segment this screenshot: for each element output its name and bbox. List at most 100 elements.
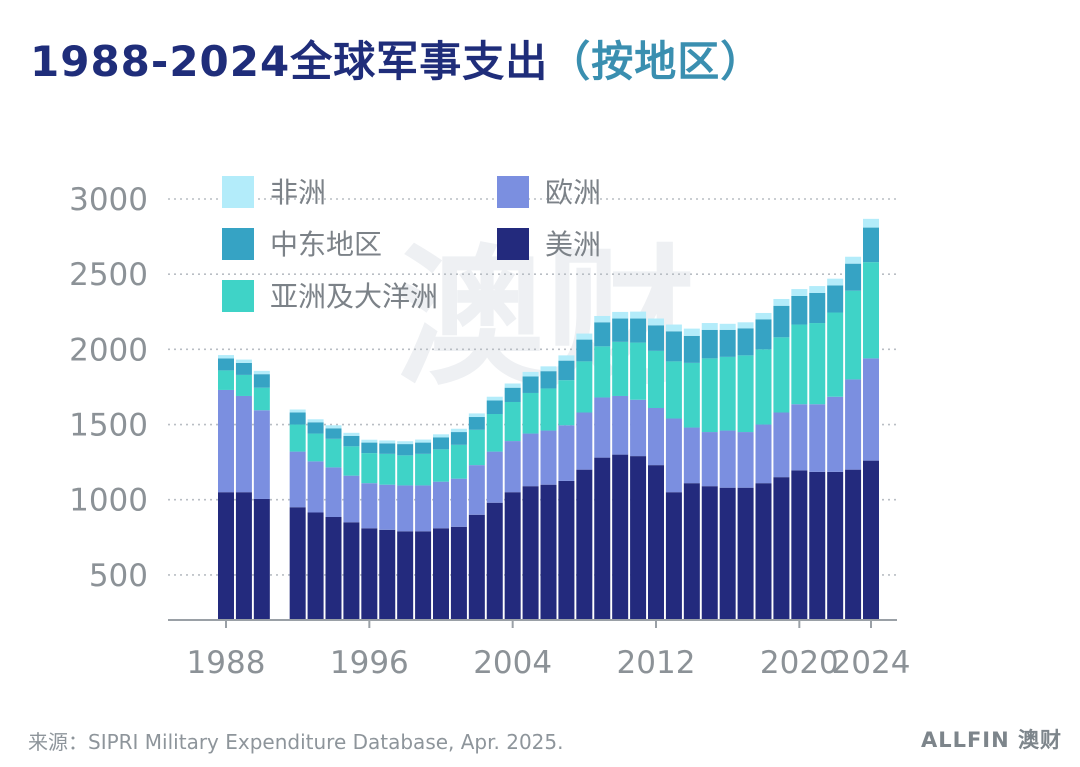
bar-segment (522, 376, 539, 393)
legend-label: 欧洲 (545, 176, 601, 209)
bar-segment (594, 457, 611, 620)
bar-segment (307, 461, 324, 513)
bar-segment (630, 318, 647, 343)
bar-segment (791, 404, 808, 471)
y-tick-label: 500 (89, 558, 148, 594)
bar-segment (773, 305, 790, 338)
bar-segment (415, 531, 432, 620)
bar-segment (235, 395, 252, 493)
bar-segment (665, 418, 682, 493)
bar-segment (343, 432, 360, 436)
bar-segment (719, 356, 736, 431)
bar-segment (343, 446, 360, 476)
bar-segment (486, 502, 503, 620)
bar-segment (737, 322, 754, 329)
bar-segment (737, 355, 754, 433)
bar-segment (558, 355, 575, 361)
bar-segment (576, 361, 593, 413)
bar-segment (719, 430, 736, 488)
bar-segment (701, 323, 718, 330)
bar-segment (863, 227, 879, 263)
bar-segment (719, 487, 736, 620)
bar-segment (594, 322, 611, 347)
bar-segment (450, 428, 467, 433)
bar-segment (325, 467, 342, 518)
bar-segment (827, 285, 844, 313)
x-tick-label: 1996 (330, 645, 409, 681)
bar-segment (504, 387, 521, 402)
bar-segment (397, 531, 414, 620)
bar-segment (540, 484, 557, 620)
x-tick-label: 2012 (617, 645, 696, 681)
bar-segment (648, 325, 664, 351)
legend-swatch (222, 228, 254, 260)
bar-segment (468, 413, 485, 418)
bar-segment (235, 492, 252, 620)
bar-segment (504, 492, 521, 620)
bar-segment (218, 355, 234, 359)
bar-segment (289, 507, 306, 620)
bar-segment (630, 311, 647, 319)
bar-segment (863, 262, 879, 359)
bar-segment (253, 387, 270, 411)
y-tick-label: 2000 (69, 332, 148, 368)
bar-segment (522, 392, 539, 434)
bar-segment (343, 475, 360, 523)
bar-segment (235, 359, 252, 363)
bar-segment (594, 346, 611, 398)
bar-segment (433, 434, 449, 438)
bar-segment (576, 339, 593, 362)
bar-segment (648, 407, 664, 466)
bar-segment (361, 528, 378, 620)
bar-segment (665, 324, 682, 332)
bar-segment (504, 401, 521, 442)
bar-segment (558, 425, 575, 481)
legend-swatch (222, 280, 254, 312)
bar-segment (343, 435, 360, 447)
bar-segment (863, 460, 879, 620)
bar-segment (540, 366, 557, 372)
bar-segment (683, 427, 700, 484)
bar-segment (665, 492, 682, 620)
brand-logo: ALLFIN 澳财 (920, 728, 1062, 752)
bar-segment (522, 433, 539, 487)
x-tick-label: 2004 (473, 645, 552, 681)
bar-segment (845, 469, 862, 620)
bar-segment (576, 469, 593, 620)
bar-segment (755, 424, 772, 484)
bar-segment (683, 335, 700, 363)
bar-segment (594, 397, 611, 458)
bar-segment (630, 399, 647, 457)
bar-segment (809, 323, 826, 405)
bar-segment (540, 430, 557, 485)
bar-segment (468, 514, 485, 620)
bar-segment (450, 444, 467, 479)
bar-segment (253, 498, 270, 620)
bar-segment (433, 449, 449, 482)
bar-segment (450, 478, 467, 527)
bar-segment (397, 485, 414, 532)
legend-swatch (222, 176, 254, 208)
bar-segment (683, 483, 700, 620)
bar-segment (648, 318, 664, 326)
bar-segment (379, 440, 396, 444)
bar-segment (433, 528, 449, 620)
bar-segment (468, 417, 485, 430)
bar-segment (522, 486, 539, 620)
bar-segment (218, 389, 234, 493)
legend-label: 非洲 (270, 176, 326, 209)
legend-swatch (497, 228, 529, 260)
legend-label: 亚洲及大洋洲 (270, 280, 438, 313)
y-tick-label: 1000 (69, 483, 148, 519)
bar-segment (665, 331, 682, 362)
bar-segment (809, 292, 826, 324)
bar-segment (612, 341, 629, 396)
bar-segment (701, 432, 718, 487)
bar-segment (827, 471, 844, 620)
bar-segment (612, 454, 629, 620)
bar-segment (397, 455, 414, 486)
bar-segment (379, 453, 396, 485)
bar-segment (325, 425, 342, 429)
bar-segment (433, 437, 449, 450)
source-note: 来源：SIPRI Military Expenditure Database, … (28, 730, 564, 754)
